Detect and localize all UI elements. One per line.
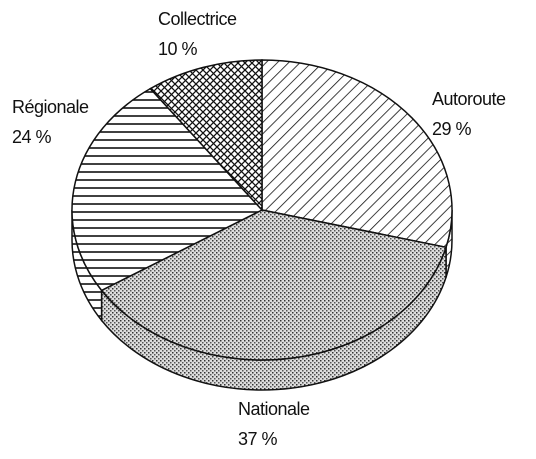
pie-tops bbox=[71, 59, 453, 361]
slice-value-label: 24 % bbox=[12, 127, 52, 147]
slice-label: Nationale bbox=[238, 399, 310, 419]
slice-label: Autoroute bbox=[432, 89, 506, 109]
slice-value-label: 10 % bbox=[158, 39, 198, 59]
pie-slice bbox=[71, 87, 264, 292]
slice-value-label: 29 % bbox=[432, 119, 472, 139]
slice-label: Collectrice bbox=[158, 9, 237, 29]
slice-value-label: 37 % bbox=[238, 429, 278, 449]
pie-slice bbox=[261, 59, 453, 249]
labels: Autoroute 29 % Nationale 37 % Régionale 24 % C… bbox=[12, 9, 507, 449]
pie-slice bbox=[149, 59, 263, 212]
slice-label: Régionale bbox=[12, 97, 89, 117]
